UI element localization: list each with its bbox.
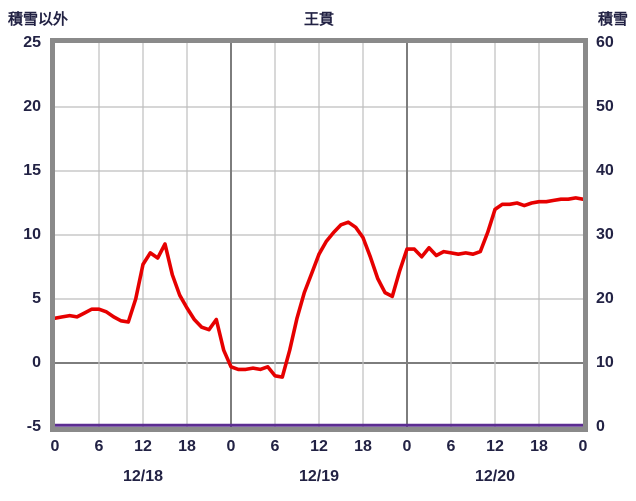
series-line-red [55, 196, 583, 379]
right-axis-tick: 50 [596, 98, 614, 115]
chart-title: 王貫 [303, 11, 334, 28]
right-axis-tick: 20 [596, 290, 614, 307]
x-axis-tick: 18 [354, 438, 372, 455]
left-axis-tick: 20 [23, 98, 41, 115]
left-axis-tick: 25 [23, 34, 41, 51]
x-axis-tick: 12 [486, 438, 504, 455]
x-axis-tick: 0 [578, 438, 588, 455]
right-axis-tick: 30 [596, 226, 614, 243]
x-axis-tick: 0 [402, 438, 412, 455]
right-axis-title: 積雪 [597, 11, 628, 28]
x-axis-tick: 6 [94, 438, 104, 455]
x-axis-tick: 18 [178, 438, 196, 455]
left-axis-tick: 10 [23, 226, 41, 243]
x-axis-tick: 6 [270, 438, 280, 455]
left-axis-title: 積雪以外 [8, 11, 69, 28]
right-axis-tick: 60 [596, 34, 614, 51]
date-label: 12/19 [298, 468, 340, 485]
x-axis-tick: 12 [134, 438, 152, 455]
x-axis-tick: 18 [530, 438, 548, 455]
plot-area [50, 38, 588, 432]
chart-svg [55, 43, 583, 427]
x-axis-tick: 12 [310, 438, 328, 455]
left-axis-tick: -5 [26, 418, 41, 435]
x-axis-tick: 6 [446, 438, 456, 455]
right-axis-tick: 10 [596, 354, 614, 371]
x-axis-tick: 0 [226, 438, 236, 455]
x-axis-tick: 0 [50, 438, 60, 455]
date-label: 12/18 [122, 468, 164, 485]
left-axis-tick: 15 [23, 162, 41, 179]
left-axis-tick: 0 [32, 354, 41, 371]
right-axis-tick: 0 [596, 418, 605, 435]
date-label: 12/20 [474, 468, 516, 485]
right-axis-tick: 40 [596, 162, 614, 179]
left-axis-tick: 5 [32, 290, 41, 307]
